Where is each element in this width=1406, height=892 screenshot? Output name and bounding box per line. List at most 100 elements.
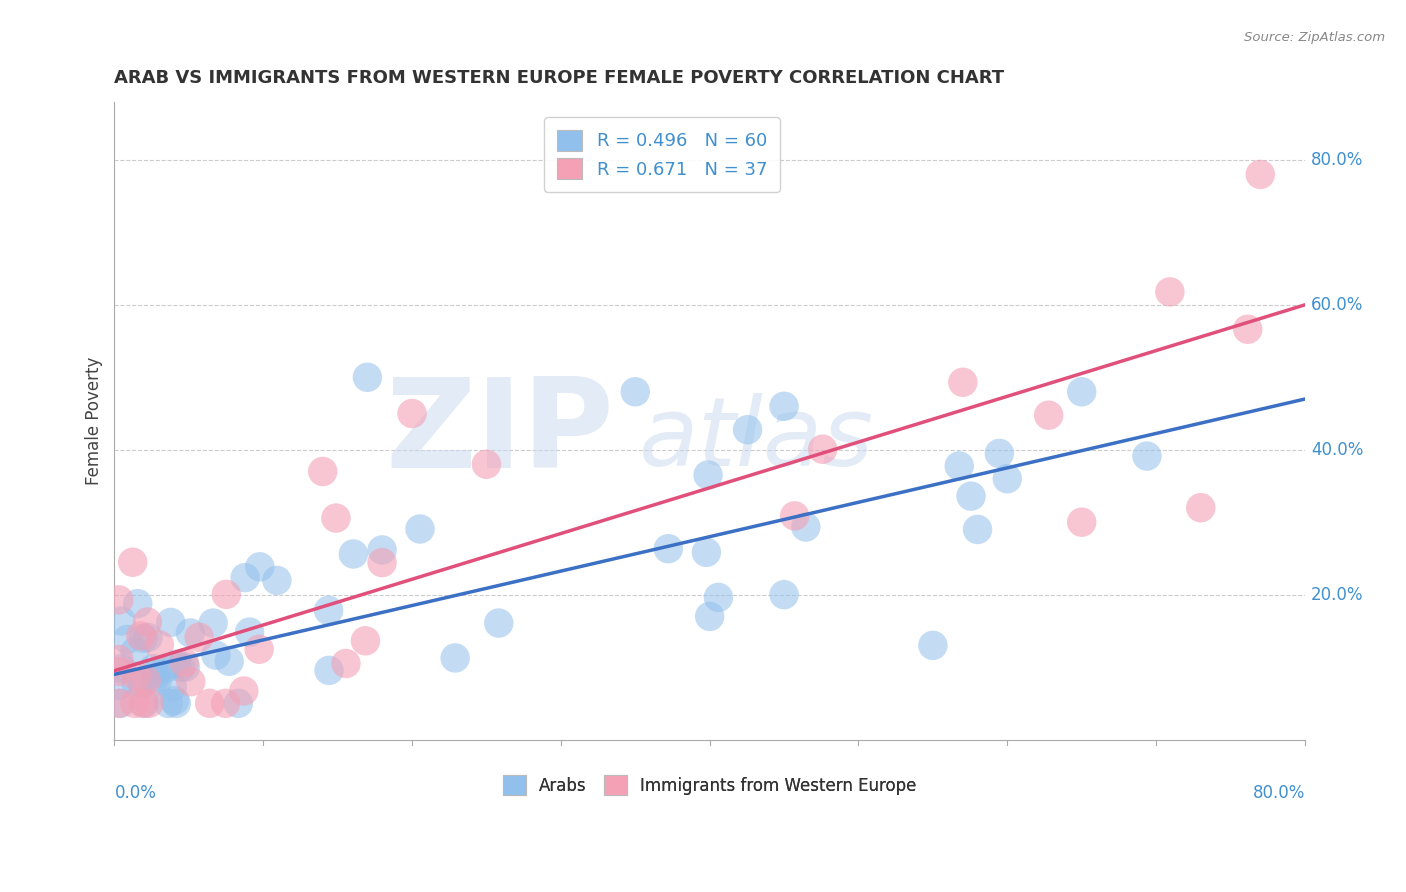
Point [354, 633, 377, 648]
Point [215, 587, 238, 601]
Point [165, 696, 187, 710]
Point [129, 629, 152, 643]
Point [198, 696, 221, 710]
Point [108, 665, 131, 679]
Point [125, 675, 148, 690]
Point [409, 522, 432, 536]
Point [163, 693, 186, 707]
Point [142, 662, 165, 676]
Point [707, 591, 730, 605]
Point [214, 696, 236, 710]
Point [1136, 449, 1159, 463]
Point [145, 666, 167, 681]
Point [125, 669, 148, 683]
Point [121, 555, 143, 569]
Point [697, 468, 720, 483]
Point [356, 370, 378, 384]
Point [228, 696, 250, 710]
Point [155, 661, 177, 675]
Legend: Arabs, Immigrants from Western Europe: Arabs, Immigrants from Western Europe [496, 769, 924, 801]
Text: ARAB VS IMMIGRANTS FROM WESTERN EUROPE FEMALE POVERTY CORRELATION CHART: ARAB VS IMMIGRANTS FROM WESTERN EUROPE F… [114, 69, 1004, 87]
Point [108, 592, 131, 607]
Point [922, 639, 945, 653]
Point [135, 673, 157, 688]
Point [127, 597, 149, 611]
Text: 80.0%: 80.0% [1253, 784, 1305, 802]
Point [475, 457, 498, 471]
Text: 40.0%: 40.0% [1310, 441, 1364, 458]
Point [124, 696, 146, 710]
Point [157, 696, 180, 710]
Point [132, 696, 155, 710]
Point [115, 632, 138, 647]
Point [205, 648, 228, 663]
Point [138, 696, 160, 710]
Point [773, 588, 796, 602]
Point [232, 684, 254, 698]
Point [318, 664, 340, 678]
Point [233, 571, 256, 585]
Point [695, 545, 717, 559]
Point [342, 547, 364, 561]
Point [371, 556, 394, 570]
Point [143, 671, 166, 685]
Text: ZIP: ZIP [385, 373, 614, 494]
Point [179, 626, 201, 640]
Point [266, 574, 288, 588]
Point [1249, 168, 1271, 182]
Point [624, 384, 647, 399]
Point [371, 542, 394, 557]
Point [794, 520, 817, 534]
Point [773, 399, 796, 413]
Point [108, 679, 131, 693]
Point [162, 680, 184, 694]
Point [952, 376, 974, 390]
Point [166, 657, 188, 672]
Point [136, 615, 159, 629]
Point [173, 656, 195, 670]
Point [148, 638, 170, 652]
Point [108, 652, 131, 666]
Text: 0.0%: 0.0% [114, 784, 156, 802]
Point [1038, 408, 1060, 422]
Text: 20.0%: 20.0% [1310, 586, 1364, 604]
Point [988, 446, 1011, 460]
Point [737, 423, 759, 437]
Point [146, 674, 169, 689]
Point [110, 696, 132, 710]
Point [1070, 384, 1092, 399]
Point [134, 696, 156, 710]
Point [1236, 322, 1258, 336]
Point [131, 677, 153, 691]
Text: 80.0%: 80.0% [1310, 151, 1364, 169]
Point [1159, 285, 1181, 299]
Point [966, 523, 988, 537]
Point [1070, 515, 1092, 529]
Point [169, 660, 191, 674]
Point [188, 630, 211, 644]
Text: Source: ZipAtlas.com: Source: ZipAtlas.com [1244, 31, 1385, 45]
Point [783, 508, 806, 523]
Point [960, 489, 983, 503]
Point [312, 465, 335, 479]
Point [174, 660, 197, 674]
Point [318, 603, 340, 617]
Text: atlas: atlas [638, 393, 873, 486]
Point [247, 642, 270, 657]
Point [180, 674, 202, 689]
Point [1189, 500, 1212, 515]
Point [995, 472, 1018, 486]
Point [657, 541, 679, 556]
Y-axis label: Female Poverty: Female Poverty [86, 357, 103, 485]
Point [488, 615, 510, 630]
Point [401, 407, 423, 421]
Point [124, 644, 146, 658]
Point [699, 609, 721, 624]
Point [811, 442, 834, 457]
Point [108, 696, 131, 710]
Point [249, 559, 271, 574]
Point [110, 661, 132, 675]
Point [444, 651, 467, 665]
Point [239, 625, 262, 640]
Point [948, 458, 970, 473]
